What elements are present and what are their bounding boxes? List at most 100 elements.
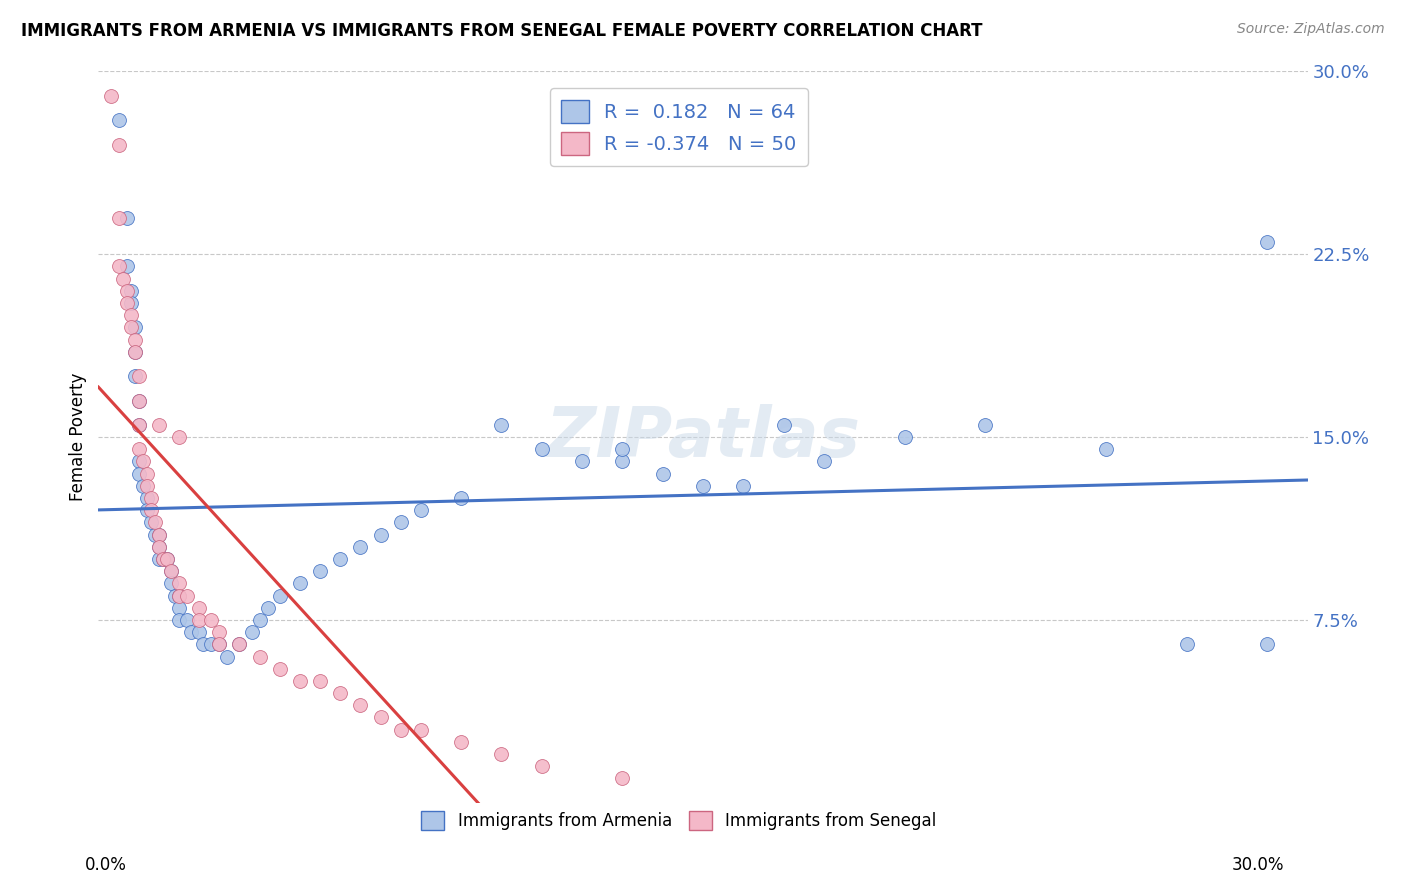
Point [152, 552, 174, 566]
Point [128, 467, 150, 481]
Point [188, 625, 211, 640]
Point [107, 137, 129, 152]
Point [124, 369, 146, 384]
Point [160, 576, 183, 591]
Point [249, 613, 271, 627]
Point [148, 417, 170, 432]
Point [132, 479, 155, 493]
Point [120, 284, 142, 298]
Point [120, 308, 142, 322]
Point [124, 344, 146, 359]
Point [200, 613, 222, 627]
Point [1256, 637, 1278, 651]
Point [124, 320, 146, 334]
Point [188, 613, 211, 627]
Point [612, 772, 634, 786]
Point [491, 747, 513, 761]
Point [163, 589, 186, 603]
Point [409, 723, 432, 737]
Point [148, 527, 170, 541]
Point [733, 479, 755, 493]
Point [128, 442, 150, 457]
Point [200, 637, 222, 651]
Point [107, 113, 129, 128]
Point [139, 503, 162, 517]
Point [269, 662, 291, 676]
Point [349, 540, 371, 554]
Point [135, 491, 157, 505]
Point [148, 527, 170, 541]
Point [208, 637, 231, 651]
Point [651, 467, 673, 481]
Point [176, 613, 198, 627]
Point [813, 454, 835, 468]
Point [115, 284, 138, 298]
Point [571, 454, 593, 468]
Point [1175, 637, 1198, 651]
Point [143, 516, 166, 530]
Point [100, 88, 122, 103]
Text: 30.0%: 30.0% [1232, 856, 1285, 874]
Text: IMMIGRANTS FROM ARMENIA VS IMMIGRANTS FROM SENEGAL FEMALE POVERTY CORRELATION CH: IMMIGRANTS FROM ARMENIA VS IMMIGRANTS FR… [21, 22, 983, 40]
Point [389, 516, 412, 530]
Point [128, 454, 150, 468]
Point [1256, 235, 1278, 249]
Point [240, 625, 263, 640]
Point [124, 333, 146, 347]
Point [370, 527, 392, 541]
Point [148, 540, 170, 554]
Point [249, 649, 271, 664]
Point [115, 260, 138, 274]
Point [269, 589, 291, 603]
Point [128, 393, 150, 408]
Point [148, 540, 170, 554]
Point [115, 296, 138, 310]
Text: Source: ZipAtlas.com: Source: ZipAtlas.com [1237, 22, 1385, 37]
Point [450, 491, 472, 505]
Point [530, 442, 553, 457]
Point [148, 552, 170, 566]
Point [370, 710, 392, 724]
Point [256, 600, 278, 615]
Point [139, 516, 162, 530]
Point [228, 637, 250, 651]
Point [132, 454, 155, 468]
Point [893, 430, 915, 444]
Point [128, 417, 150, 432]
Point [491, 417, 513, 432]
Point [692, 479, 714, 493]
Legend: Immigrants from Armenia, Immigrants from Senegal: Immigrants from Armenia, Immigrants from… [413, 803, 945, 838]
Point [111, 271, 134, 285]
Point [156, 552, 179, 566]
Point [349, 698, 371, 713]
Text: 0.0%: 0.0% [84, 856, 127, 874]
Point [167, 430, 190, 444]
Point [389, 723, 412, 737]
Point [107, 211, 129, 225]
Point [143, 527, 166, 541]
Point [974, 417, 997, 432]
Text: ZIPatlas: ZIPatlas [546, 403, 860, 471]
Y-axis label: Female Poverty: Female Poverty [69, 373, 87, 501]
Point [612, 454, 634, 468]
Point [120, 296, 142, 310]
Point [128, 369, 150, 384]
Point [450, 735, 472, 749]
Point [160, 564, 183, 578]
Point [329, 552, 352, 566]
Point [612, 442, 634, 457]
Point [160, 564, 183, 578]
Point [208, 637, 231, 651]
Point [167, 600, 190, 615]
Point [152, 552, 174, 566]
Point [139, 491, 162, 505]
Point [309, 564, 332, 578]
Point [180, 625, 202, 640]
Point [167, 589, 190, 603]
Point [120, 320, 142, 334]
Point [193, 637, 215, 651]
Point [772, 417, 794, 432]
Point [115, 211, 138, 225]
Point [135, 503, 157, 517]
Point [329, 686, 352, 700]
